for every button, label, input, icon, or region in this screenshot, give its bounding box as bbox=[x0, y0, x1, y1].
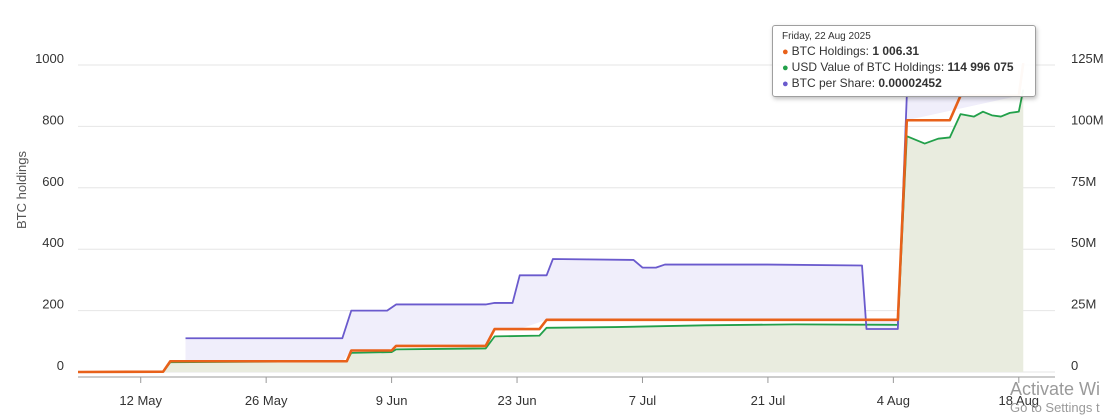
usd-value-area bbox=[78, 89, 1024, 372]
x-tick-label: 18 Aug bbox=[999, 393, 1040, 408]
x-tick-label: 26 May bbox=[245, 393, 288, 408]
btc-per-share-line bbox=[185, 64, 1025, 340]
y-right-tick-label: 25M bbox=[1071, 297, 1096, 312]
y-left-tick-label: 800 bbox=[42, 112, 64, 127]
watermark-line1: Activate Wi bbox=[1010, 379, 1101, 399]
y-right-tick-label: 75M bbox=[1071, 174, 1096, 189]
x-tick-label: 9 Jun bbox=[376, 393, 408, 408]
tooltip-label: USD Value of BTC Holdings: bbox=[791, 60, 945, 74]
y-right-tick-label: 125M bbox=[1071, 51, 1104, 66]
y-right-axis-ticks: 0 25M 50M 75M 100M 125M bbox=[1071, 51, 1104, 373]
x-tick-label: 23 Jun bbox=[498, 393, 537, 408]
y-right-tick-label: 50M bbox=[1071, 235, 1096, 250]
x-tick-label: 4 Aug bbox=[877, 393, 910, 408]
y-left-tick-label: 0 bbox=[57, 358, 64, 373]
tooltip-date: Friday, 22 Aug 2025 bbox=[782, 31, 871, 42]
tooltip-row-usd-value: ● USD Value of BTC Holdings: 114 996 075 bbox=[782, 60, 1026, 76]
y-left-tick-label: 400 bbox=[42, 235, 64, 250]
y-right-tick-label: 0 bbox=[1071, 358, 1078, 373]
tooltip-value: 0.00002452 bbox=[878, 76, 942, 90]
x-axis-ticks: 12 May 26 May 9 Jun 23 Jun 7 Jul 21 Jul 4 Aug 1… bbox=[119, 377, 1039, 408]
tooltip-row-btc-holdings: ● BTC Holdings: 1 006.31 bbox=[782, 44, 1026, 60]
legend-dot-icon: ● bbox=[782, 46, 789, 58]
y-left-tick-label: 600 bbox=[42, 174, 64, 189]
y-right-tick-label: 100M bbox=[1071, 112, 1104, 127]
series-group bbox=[77, 62, 1025, 374]
x-tick-label: 12 May bbox=[119, 393, 162, 408]
tooltip-value: 114 996 075 bbox=[947, 60, 1014, 74]
tooltip-label: BTC per Share: bbox=[791, 76, 876, 90]
y-left-axis-title: BTC holdings bbox=[14, 150, 29, 229]
y-left-tick-label: 1000 bbox=[35, 51, 64, 66]
legend-dot-icon: ● bbox=[782, 78, 789, 90]
tooltip-label: BTC Holdings: bbox=[791, 44, 870, 58]
y-left-axis-ticks: 0 200 400 600 800 1000 bbox=[35, 51, 64, 373]
tooltip-row-btc-per-share: ● BTC per Share: 0.00002452 bbox=[782, 76, 1026, 92]
legend-dot-icon: ● bbox=[782, 62, 789, 74]
y-left-tick-label: 200 bbox=[42, 297, 64, 312]
x-tick-label: 21 Jul bbox=[751, 393, 786, 408]
btc-per-share-area bbox=[185, 63, 1024, 362]
watermark-line2: Go to Settings t bbox=[1010, 400, 1100, 415]
tooltip-value: 1 006.31 bbox=[872, 44, 920, 58]
x-tick-label: 7 Jul bbox=[629, 393, 657, 408]
windows-activation-watermark: Activate Wi Go to Settings t bbox=[1010, 379, 1113, 416]
btc-holdings-line bbox=[77, 62, 1025, 374]
chart-tooltip: Friday, 22 Aug 2025 ● BTC Holdings: 1 006… bbox=[772, 25, 1036, 97]
